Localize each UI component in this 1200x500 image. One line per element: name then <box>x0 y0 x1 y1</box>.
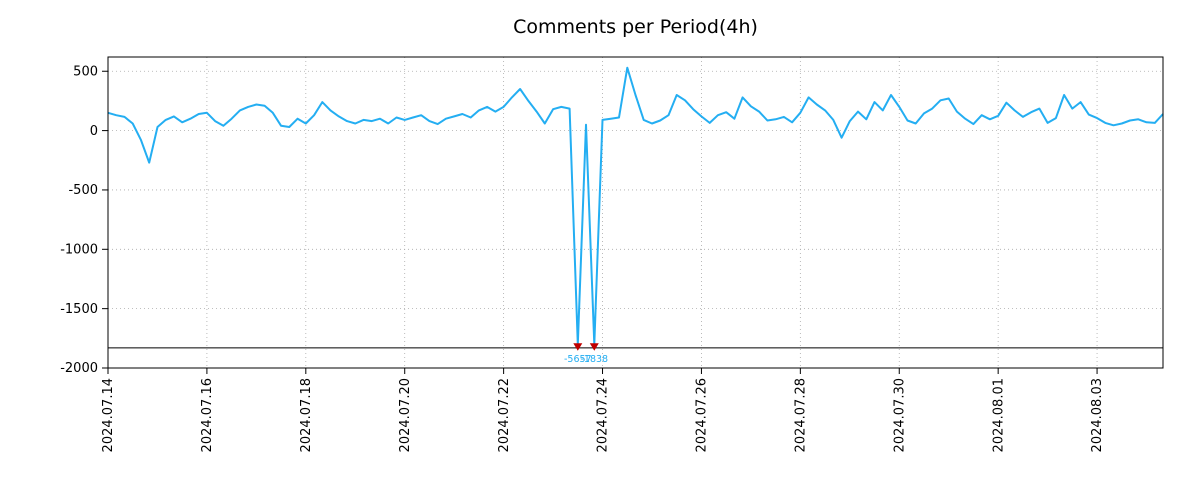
x-axis-tick-label: 2024.07.16 <box>200 378 215 452</box>
plot-border <box>107 56 1164 369</box>
x-axis-tick-label: 2024.07.26 <box>695 378 710 452</box>
clipped-value-label: -1838 <box>580 354 608 365</box>
clipped-value-marker <box>589 343 599 351</box>
y-axis-tick-label: -500 <box>68 183 98 198</box>
x-axis-tick-label: 2024.07.22 <box>497 378 512 452</box>
x-axis-tick-label: 2024.08.03 <box>1090 378 1105 452</box>
x-axis-tick-label: 2024.07.20 <box>398 378 413 452</box>
clipped-value-marker <box>573 343 583 351</box>
x-axis-tick-label: 2024.07.30 <box>892 378 907 452</box>
x-axis-tick-label: 2024.08.01 <box>991 378 1006 452</box>
x-axis-tick-label: 2024.07.14 <box>101 378 116 452</box>
series-line <box>107 66 1164 346</box>
y-axis-tick-label: -1500 <box>60 302 98 317</box>
chart-title: Comments per Period(4h) <box>513 16 758 38</box>
x-axis-tick-label: 2024.07.28 <box>794 378 809 452</box>
y-axis-tick-label: 0 <box>90 124 98 139</box>
clipped-value-label: -5657 <box>564 354 592 365</box>
y-axis-tick-label: 500 <box>73 64 98 79</box>
y-axis-tick-label: -2000 <box>60 361 98 376</box>
x-axis-tick-label: 2024.07.24 <box>596 378 611 452</box>
y-axis-tick-label: -1000 <box>60 242 98 257</box>
x-axis-tick-label: 2024.07.18 <box>299 378 314 452</box>
